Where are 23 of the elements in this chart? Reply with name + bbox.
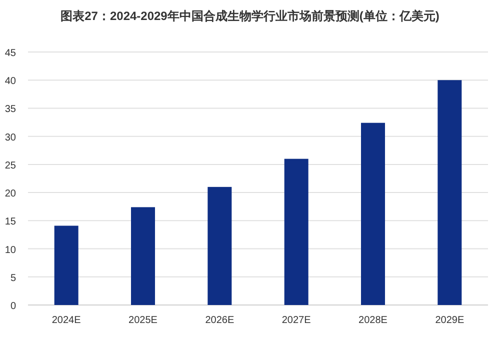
y-tick-label: 10 <box>4 244 16 256</box>
x-tick-label: 2029E <box>435 315 464 326</box>
y-tick-label: 0 <box>10 301 16 312</box>
y-tick-label: 40 <box>4 76 16 88</box>
x-tick-label: 2024E <box>52 315 82 326</box>
bar <box>54 226 78 305</box>
bar <box>208 186 232 305</box>
x-tick-label: 2026E <box>205 315 234 326</box>
y-tick-label: 45 <box>4 48 16 59</box>
x-tick-label: 2028E <box>358 315 388 326</box>
bar <box>131 207 155 305</box>
y-tick-label: 20 <box>4 188 16 200</box>
bar <box>284 158 308 305</box>
y-tick-label: 15 <box>4 216 16 228</box>
bar <box>361 122 385 305</box>
bar <box>438 80 462 305</box>
y-tick-label: 35 <box>4 104 16 116</box>
x-tick-label: 2027E <box>282 315 312 326</box>
x-tick-label: 2025E <box>128 315 158 326</box>
y-tick-label: 30 <box>4 132 16 144</box>
y-tick-label: 5 <box>10 272 16 284</box>
chart-title: 图表27：2024-2029年中国合成生物学行业市场前景预测(单位：亿美元) <box>60 9 440 23</box>
y-tick-label: 25 <box>4 160 16 172</box>
